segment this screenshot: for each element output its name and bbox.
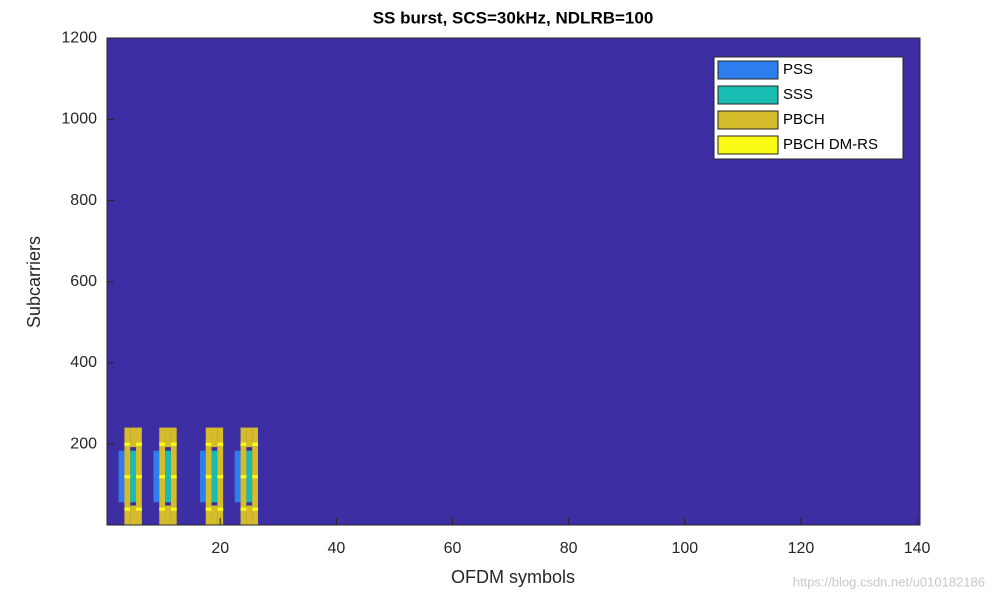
grid-cell [136,442,142,446]
grid-cell [211,505,218,525]
grid-cell [159,475,166,479]
grid-cell [136,475,142,479]
x-tick-label: 80 [560,540,578,557]
grid-cell [199,450,206,503]
grid-cell [159,442,166,446]
grid-cell [130,427,137,448]
legend-swatch [717,135,779,155]
grid-cell [170,475,177,479]
grid-cell [124,507,131,511]
grid-cell [240,507,247,511]
grid-cell [159,507,166,511]
y-tick-label: 600 [70,273,97,290]
grid-cell [246,427,253,448]
grid-cell [211,450,218,503]
grid-cell [211,427,218,448]
grid-cell [130,505,137,525]
grid-cell [170,442,177,446]
grid-cell [246,450,253,503]
legend-label: SSS [783,86,813,103]
x-tick-label: 140 [904,540,931,557]
legend-label: PSS [783,61,813,78]
y-tick-label: 1200 [61,29,97,46]
grid-cell [205,442,212,446]
grid-cell [217,475,224,479]
grid-cell [130,450,137,503]
grid-cell [234,450,241,503]
grid-cell [124,475,131,479]
grid-cell [165,427,171,448]
x-tick-label: 120 [788,540,815,557]
grid-cell [118,450,125,503]
grid-cell [124,442,131,446]
chart-title: SS burst, SCS=30kHz, NDLRB=100 [373,8,654,27]
grid-cell [165,450,171,503]
x-axis-label: OFDM symbols [451,567,575,587]
grid-cell [170,507,177,511]
x-tick-label: 60 [444,540,462,557]
grid-cell [217,507,224,511]
grid-cell [252,442,258,446]
x-tick-label: 20 [211,540,229,557]
y-tick-label: 800 [70,192,97,209]
grid-cell [153,450,160,503]
legend-label: PBCH DM-RS [783,136,878,153]
grid-cell [217,442,224,446]
y-tick-label: 200 [70,435,97,452]
grid-cell [240,442,247,446]
x-tick-label: 40 [327,540,345,557]
grid-cell [205,507,212,511]
y-tick-label: 1000 [61,111,97,128]
legend-swatch [717,60,779,80]
grid-cell [136,507,142,511]
x-tick-label: 100 [671,540,698,557]
y-tick-label: 400 [70,354,97,371]
grid-cell [205,475,212,479]
legend-label: PBCH [783,111,825,128]
grid-cell [165,505,171,525]
grid-cell [252,507,258,511]
watermark: https://blog.csdn.net/u010182186 [793,574,985,589]
grid-cell [246,505,253,525]
y-axis-label: Subcarriers [24,236,44,328]
grid-cell [252,475,258,479]
grid-cell [240,475,247,479]
legend-swatch [717,110,779,130]
legend-swatch [717,85,779,105]
